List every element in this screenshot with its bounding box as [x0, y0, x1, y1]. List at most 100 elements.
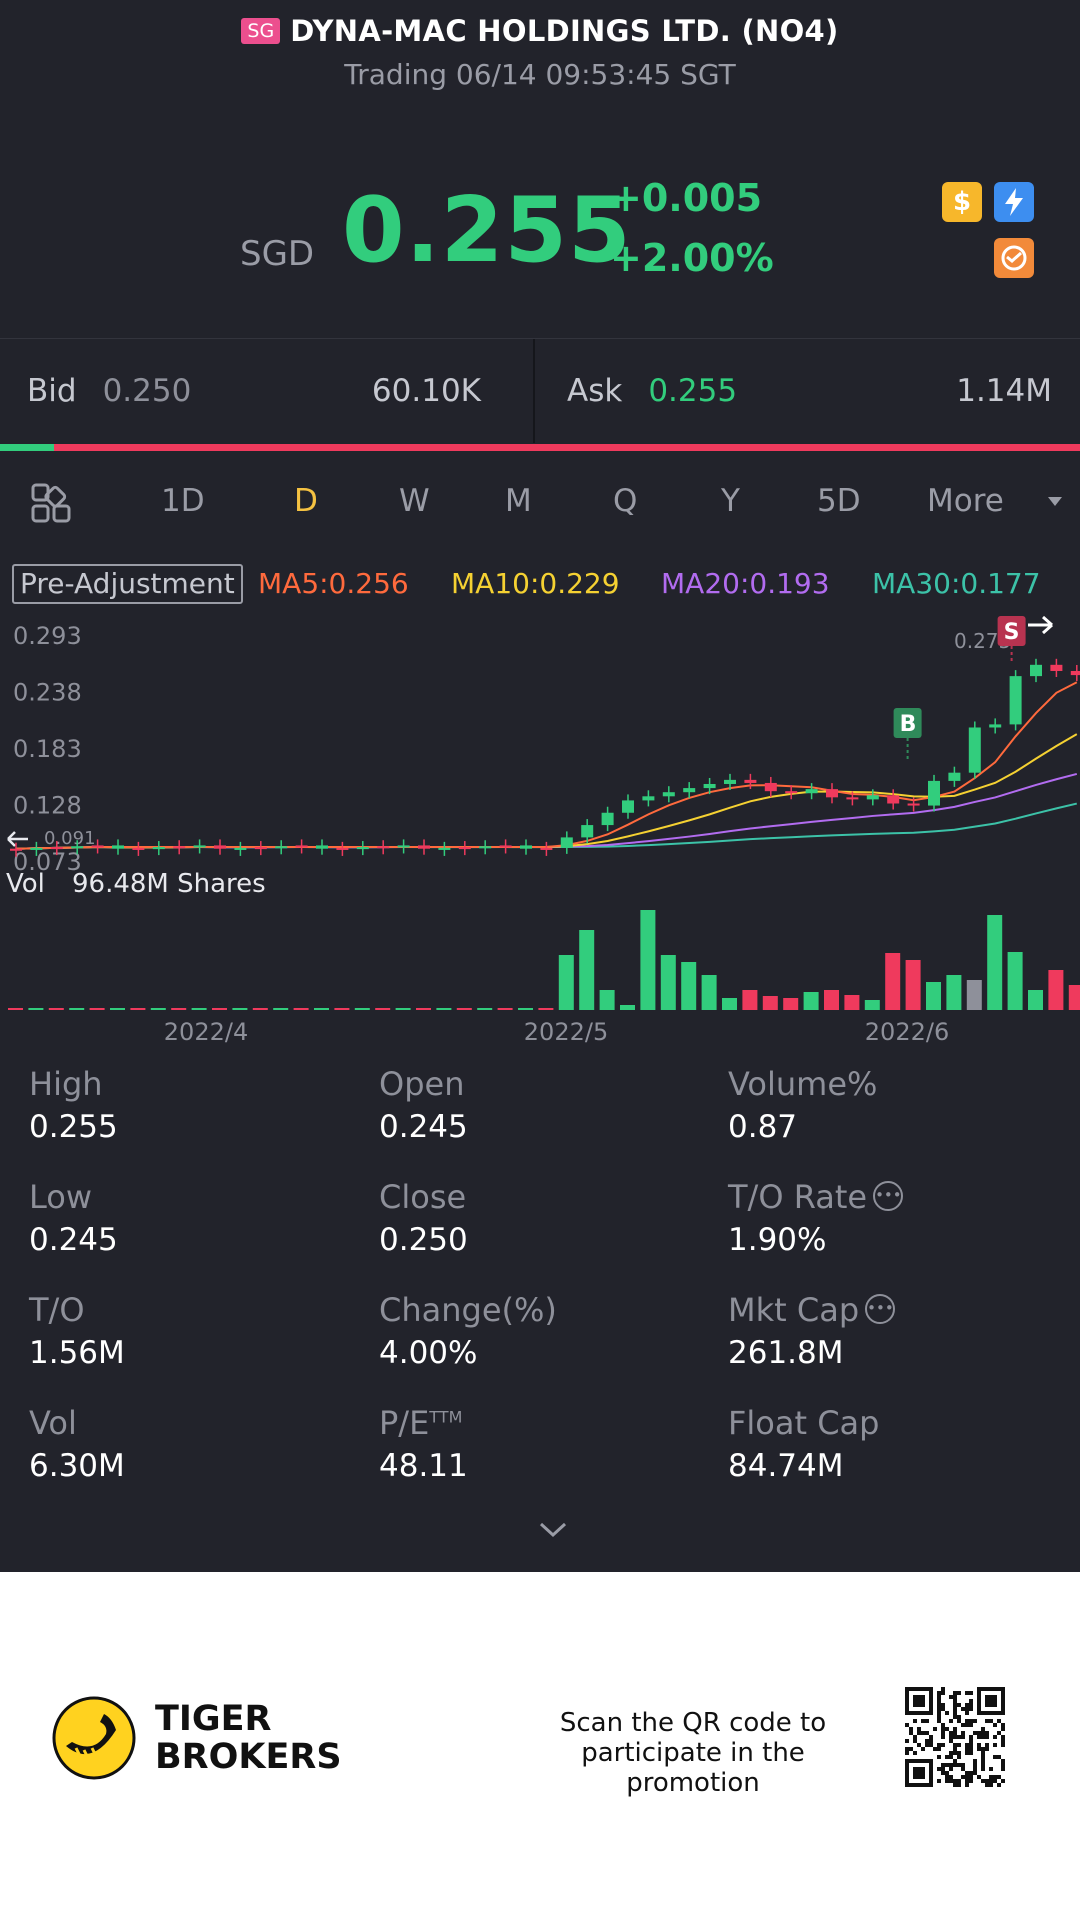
tab-more[interactable]: More: [927, 483, 1004, 519]
tab-w[interactable]: W: [399, 483, 430, 519]
qr-module: [953, 1731, 957, 1735]
qr-module: [969, 1743, 973, 1747]
qr-module: [953, 1759, 957, 1763]
qr-module: [937, 1747, 941, 1751]
volume-bar: [987, 915, 1003, 1010]
qr-module: [937, 1715, 941, 1719]
qr-module: [969, 1739, 973, 1743]
qr-module: [933, 1727, 937, 1731]
ma20-label: MA20:0.193: [661, 567, 830, 600]
stat-value: 0.255: [29, 1109, 118, 1145]
tab-1d[interactable]: 1D: [161, 483, 205, 519]
ma5-label: MA5:0.256: [258, 567, 409, 600]
volume-bar: [701, 975, 717, 1010]
candle-body: [520, 845, 532, 849]
candle-body: [112, 845, 124, 849]
bid-section: Bid 0.250 60.10K: [27, 339, 507, 443]
swap-icon[interactable]: [994, 238, 1034, 278]
candle-body: [968, 727, 981, 773]
grid-layout-icon[interactable]: [31, 483, 71, 523]
qr-module: [909, 1727, 913, 1731]
qr-module: [913, 1735, 917, 1739]
candle-body: [91, 845, 104, 848]
stat-low: Low 0.245: [29, 1178, 369, 1258]
volume-bar: [293, 1008, 309, 1010]
price-change-percent: +2.00%: [610, 236, 774, 280]
volume-bar: [456, 1008, 472, 1010]
qr-module: [981, 1767, 985, 1771]
lightning-icon[interactable]: [994, 182, 1034, 222]
qr-module: [937, 1767, 941, 1771]
promo-text: Scan the QR code to participate in the p…: [520, 1708, 866, 1798]
more-info-icon[interactable]: •••: [873, 1181, 904, 1211]
qr-module: [949, 1767, 953, 1771]
qr-module: [953, 1743, 957, 1747]
stat-label: Close: [379, 1178, 467, 1216]
volume-bar: [48, 1008, 64, 1010]
dollar-icon[interactable]: $: [942, 182, 982, 222]
chevron-down-icon[interactable]: [538, 1520, 568, 1540]
qr-module: [949, 1731, 953, 1735]
tab-y[interactable]: Y: [721, 483, 740, 519]
qr-module: [993, 1743, 997, 1747]
qr-module: [941, 1731, 945, 1735]
stat-value: 261.8M: [728, 1335, 844, 1371]
qr-module: [977, 1731, 981, 1735]
volume-bar: [803, 992, 819, 1010]
y-tick-label: 0.183: [13, 735, 82, 763]
stat-value: 0.250: [379, 1222, 468, 1258]
adjustment-toggle[interactable]: Pre-Adjustment: [12, 564, 243, 604]
volume-bar: [354, 1008, 370, 1010]
qr-module: [965, 1691, 969, 1695]
qr-module: [937, 1691, 941, 1695]
candle-body: [744, 779, 757, 783]
candle-body: [356, 847, 369, 850]
volume-bar: [477, 1008, 493, 1010]
indicator-row: Pre-Adjustment MA5:0.256 MA10:0.229 MA20…: [0, 562, 1080, 606]
stock-title[interactable]: DYNA-MAC HOLDINGS LTD. (NO4): [290, 14, 839, 48]
qr-module: [1001, 1763, 1005, 1767]
qr-module: [989, 1783, 993, 1787]
qr-module: [941, 1763, 945, 1767]
candle-body: [173, 846, 186, 849]
tab-5d[interactable]: 5D: [817, 483, 861, 519]
brand-line-2: BROKERS: [155, 1737, 342, 1777]
candle-body: [254, 847, 267, 850]
volume-bar: [946, 975, 962, 1010]
bid-ask-ratio-bar: [0, 444, 1080, 451]
quote-panel: SGD 0.255 +0.005 +2.00% $: [0, 130, 1080, 330]
tab-d[interactable]: D: [294, 483, 318, 519]
tab-m[interactable]: M: [505, 483, 532, 519]
qr-module: [913, 1739, 917, 1743]
qr-module: [953, 1763, 957, 1767]
qr-module: [937, 1703, 941, 1707]
qr-module: [985, 1731, 989, 1735]
stat-pe: P/ETTM 48.11: [379, 1404, 719, 1484]
volume-bar: [824, 990, 839, 1010]
qr-module: [969, 1779, 973, 1783]
candle-body: [234, 847, 247, 850]
qr-module: [937, 1707, 941, 1711]
volume-bar: [681, 962, 697, 1010]
qr-module: [949, 1695, 953, 1699]
candle-body: [499, 845, 512, 848]
candle-body: [601, 812, 614, 826]
volume-bar: [1068, 985, 1080, 1010]
qr-module: [969, 1735, 973, 1739]
qr-module: [921, 1747, 925, 1751]
sell-marker: [997, 616, 1026, 646]
more-info-icon[interactable]: •••: [865, 1294, 896, 1324]
left-arrow-icon: [7, 831, 28, 847]
qr-module: [929, 1735, 933, 1739]
tab-q[interactable]: Q: [613, 483, 638, 519]
candle-body: [703, 783, 716, 789]
x-tick-label: 2022/4: [164, 1018, 248, 1046]
candle-body: [866, 795, 879, 800]
stat-label: Low: [29, 1178, 93, 1216]
triangle-down-icon[interactable]: [1048, 497, 1062, 507]
qr-module: [973, 1719, 977, 1723]
volume-bar: [844, 995, 860, 1010]
qr-module: [1001, 1759, 1005, 1763]
